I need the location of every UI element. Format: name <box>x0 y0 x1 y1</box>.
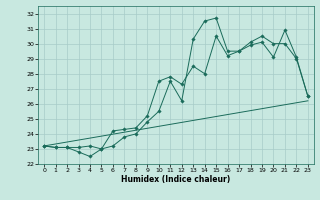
X-axis label: Humidex (Indice chaleur): Humidex (Indice chaleur) <box>121 175 231 184</box>
